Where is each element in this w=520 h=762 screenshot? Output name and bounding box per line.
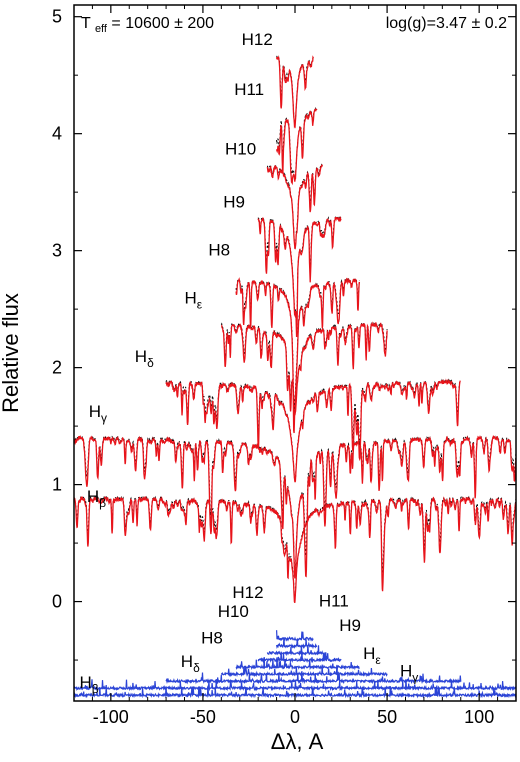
residual-label-main: H (363, 644, 375, 663)
residual-Hδ (165, 671, 462, 685)
y-tick-label: 4 (52, 124, 62, 144)
residual-label-main: H12 (232, 583, 263, 602)
residual-label: H8 (201, 629, 223, 648)
profile-label-main: H (89, 402, 101, 421)
residual-label-sub: γ (412, 670, 418, 684)
residual-label-main: H (181, 652, 193, 671)
observed-spectrum-Hγ (73, 434, 517, 579)
profile-label-H9: H9 (223, 192, 245, 211)
residual-label-main: H9 (339, 616, 361, 635)
profile-label-main: H8 (208, 240, 230, 259)
x-axis-title: Δλ, A (271, 729, 324, 754)
profile-label-Hβ: Hβ (87, 487, 106, 510)
residual-label: H12 (232, 583, 263, 602)
x-tick-label: -100 (93, 707, 129, 727)
residual-label: H10 (218, 602, 249, 621)
teff-annotation: T eff = 10600 ± 200 (81, 15, 214, 36)
residual-label-main: H8 (201, 629, 223, 648)
profile-label-main: H9 (223, 192, 245, 211)
observed-spectrum-H8 (235, 277, 361, 434)
profile-label-sub: β (99, 496, 106, 510)
residual-label-main: H10 (218, 602, 249, 621)
y-tick-label: 2 (52, 358, 62, 378)
plot-content: HβHγHδHεH8H9H10H11H12HβHγHδHεH8H9H10H11H… (73, 30, 517, 699)
profile-label-sub: δ (147, 356, 154, 370)
x-tick-label: 0 (290, 707, 300, 727)
x-tick-label: 100 (464, 707, 494, 727)
residual-label: Hδ (181, 652, 200, 675)
residual-H9 (257, 651, 342, 664)
residual-label-main: H11 (319, 591, 349, 610)
x-tick-label: 50 (377, 707, 397, 727)
residual-label: H9 (339, 616, 361, 635)
model-spectrum-Hδ (165, 378, 461, 482)
profile-label-H11: H11 (234, 80, 264, 99)
residual-label-sub: ε (375, 653, 381, 667)
profile-label-Hδ: Hδ (135, 347, 154, 370)
residual-label: Hε (363, 644, 381, 667)
profile-label-Hγ: Hγ (89, 402, 107, 425)
observed-spectrum-Hε (221, 321, 388, 416)
logg-annotation: log(g)=3.47 ± 0.2 (386, 15, 507, 32)
y-tick-label: 3 (52, 241, 62, 261)
observed-spectrum-Hβ (73, 495, 517, 604)
observed-spectrum-Hδ (165, 378, 461, 483)
teff-prefix: T (81, 15, 91, 32)
profile-label-H12: H12 (242, 30, 273, 49)
x-tick-label: -50 (190, 707, 216, 727)
y-axis-title: Relative flux (0, 293, 23, 413)
y-tick-label: 0 (52, 592, 62, 612)
observed-spectrum-H11 (275, 108, 318, 186)
profile-label-sub: γ (101, 411, 107, 425)
teff-sub: eff (95, 23, 108, 35)
residual-label: Hβ (80, 673, 99, 696)
profile-label-main: H10 (225, 140, 256, 159)
residual-label-sub: β (92, 682, 99, 696)
residual-H10 (266, 644, 324, 657)
residual-label-main: H (80, 673, 92, 692)
residual-label: Hγ (400, 661, 418, 684)
y-tick-label: 1 (52, 475, 62, 495)
annotations: T eff = 10600 ± 200 log(g)=3.47 ± 0.2 (81, 15, 507, 36)
residual-H11 (276, 637, 318, 650)
observed-spectrum-H9 (257, 216, 342, 338)
teff-rest: = 10600 ± 200 (111, 15, 214, 32)
profile-label-H8: H8 (208, 240, 230, 259)
residual-H12 (276, 630, 314, 642)
profile-label-H10: H10 (225, 140, 256, 159)
residual-Hε (220, 664, 388, 678)
residual-label: H11 (319, 591, 349, 610)
profile-label-Hε: Hε (185, 288, 203, 311)
profile-label-main: H (135, 347, 147, 366)
residual-label-sub: δ (193, 661, 200, 675)
profile-label-main: H (87, 487, 99, 506)
profile-label-main: H11 (234, 80, 264, 99)
y-tick-label: 5 (52, 7, 62, 27)
observed-spectrum-H12 (275, 55, 314, 129)
observed-spectrum-H10 (266, 164, 324, 250)
profile-label-sub: ε (197, 297, 203, 311)
profile-label-main: H12 (242, 30, 273, 49)
residual-H8 (235, 656, 360, 671)
profile-label-main: H (185, 288, 197, 307)
residual-Hγ (73, 678, 517, 692)
residual-label-main: H (400, 661, 412, 680)
